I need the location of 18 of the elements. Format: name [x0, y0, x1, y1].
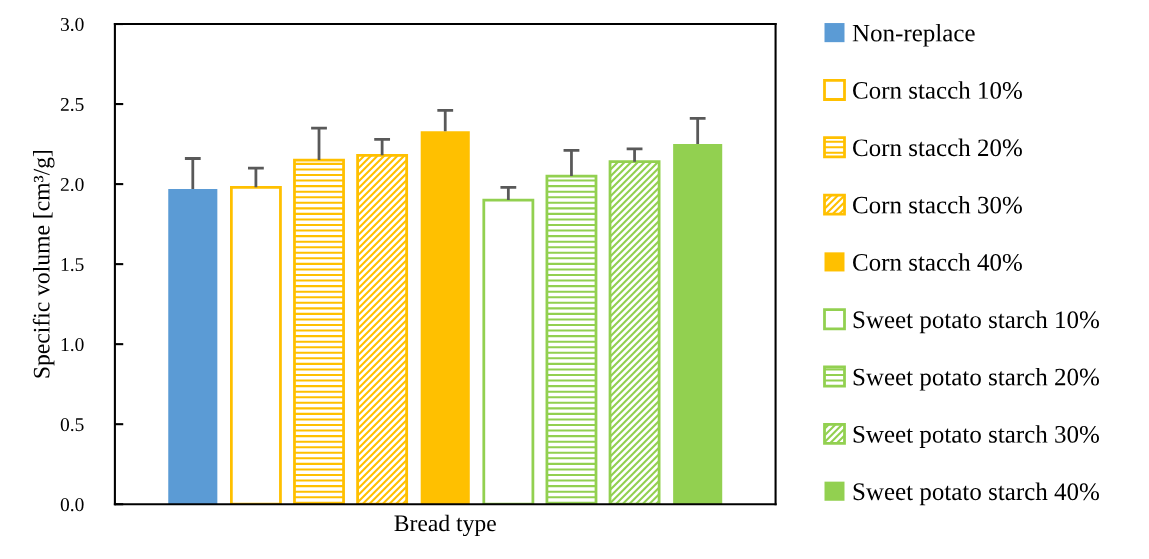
legend-label: Corn stacch 30% [853, 195, 1022, 214]
legend-label: Corn stacch 40% [853, 253, 1022, 271]
y-tick-label: 2.5 [60, 97, 84, 112]
y-tick-label: 2.0 [60, 177, 84, 192]
x-axis-title: Bread type [394, 514, 496, 537]
legend-label: Sweet potato starch 10% [853, 310, 1099, 334]
y-tick-label: 1.5 [61, 258, 84, 272]
y-tick-label: 3.0 [60, 17, 84, 32]
legend-label: Sweet potato starch 30% [853, 425, 1099, 448]
legend-label: Sweet potato starch 20% [853, 367, 1099, 391]
legend-label: Sweet potato starch 40% [853, 482, 1099, 506]
legend-label: Non-replace [852, 23, 975, 47]
legend-label: Corn stacch 20% [853, 138, 1022, 157]
y-tick-label: 1.0 [61, 337, 84, 352]
y-tick-label: 0.0 [60, 498, 84, 512]
legend-label: Corn stacch 10% [853, 81, 1022, 99]
y-axis-title: Specific volume [cm³/g] [32, 150, 55, 378]
y-tick-label: 0.5 [60, 418, 84, 432]
